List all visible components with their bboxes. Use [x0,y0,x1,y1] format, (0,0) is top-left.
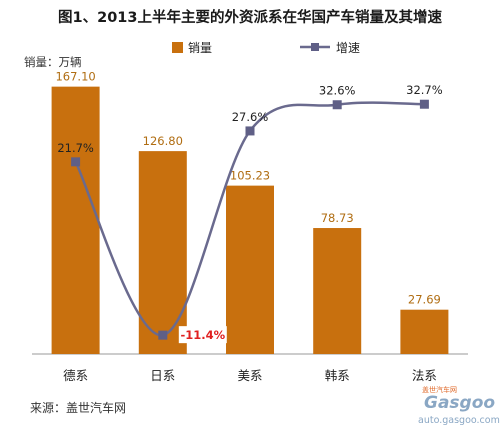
category-labels-group: 德系 日系 美系 韩系 法系 [63,368,437,383]
watermark-brand: Gasgoo [424,393,495,413]
category-label-5: 法系 [412,368,437,383]
category-label-3: 美系 [237,368,262,383]
chart-title: 图1、2013上半年主要的外资派系在华国产车销量及其增速 [58,8,442,26]
bar-3 [226,185,274,354]
growth-line [74,101,425,337]
legend-line-label: 增速 [336,41,360,55]
growth-marker-1 [71,157,81,167]
legend-bar-swatch [172,42,183,53]
category-label-2: 日系 [150,368,175,383]
growth-marker-3 [245,126,255,136]
growth-labels-group: 21.7% -11.4% 27.6% 32.6% 32.7% [57,83,443,344]
watermark: 盖世汽车网 Gasgoo auto.gasgoo.com [418,385,500,426]
legend: 销量 增速 [172,41,360,55]
growth-label-5: 32.7% [406,83,443,97]
growth-label-2: -11.4% [180,328,225,342]
unit-label: 销量：万辆 [24,55,82,69]
bar-value-label-5: 27.69 [408,293,441,307]
watermark-url: auto.gasgoo.com [418,415,500,426]
growth-markers-group [71,99,429,340]
watermark-cn: 盖世汽车网 [422,385,457,394]
bar-value-label-2: 126.80 [143,134,183,148]
legend-bar-label: 销量 [188,41,212,55]
bar-value-label-3: 105.23 [230,169,270,183]
source-note: 来源：盖世汽车网 [30,400,126,415]
bar-1 [51,86,100,354]
bar-value-label-4: 78.73 [321,211,354,225]
bar-value-label-1: 167.10 [55,70,95,84]
category-label-1: 德系 [63,368,88,383]
growth-marker-2 [158,330,168,340]
growth-label-bg-2 [178,326,227,344]
legend-line-marker [311,43,319,51]
growth-label-4: 32.6% [319,84,356,98]
bar-4 [313,228,362,354]
bars-group [51,86,449,354]
growth-label-3: 27.6% [232,110,269,124]
bar-labels-group: 167.10 126.80 105.23 78.73 27.69 [55,70,440,307]
growth-marker-5 [419,99,429,109]
growth-label-1: 21.7% [57,141,94,155]
bar-5 [400,309,449,354]
category-label-4: 韩系 [325,368,350,383]
growth-marker-4 [332,100,342,110]
